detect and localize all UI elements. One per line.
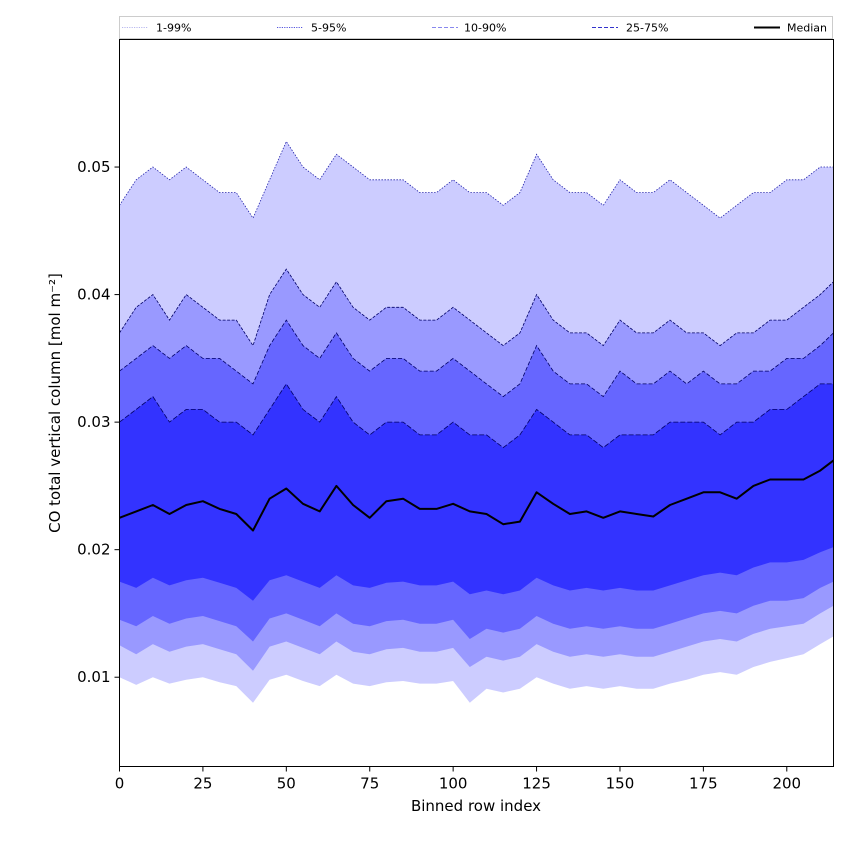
legend: 1-99% 5-95% 10-90% 25-75% Median bbox=[119, 16, 833, 39]
plot-frame bbox=[119, 39, 834, 767]
x-tick-label: 175 bbox=[689, 775, 718, 793]
x-tick-label: 50 bbox=[277, 775, 296, 793]
x-axis-ticks: 0 25 50 75 100 125 150 175 200 bbox=[115, 766, 801, 793]
line-p95 bbox=[119, 268, 834, 347]
y-tick-label: 0.03 bbox=[77, 413, 110, 431]
x-tick-label: 125 bbox=[522, 775, 551, 793]
legend-label: 5-95% bbox=[311, 22, 346, 35]
y-axis-label: CO total vertical column [mol m⁻²] bbox=[46, 273, 64, 533]
line-p99 bbox=[119, 140, 834, 219]
percentile-bands bbox=[119, 141, 834, 703]
x-tick-label: 150 bbox=[606, 775, 635, 793]
legend-label: Median bbox=[787, 22, 827, 35]
legend-frame bbox=[119, 16, 833, 39]
legend-label: 1-99% bbox=[156, 22, 191, 35]
x-tick-label: 75 bbox=[360, 775, 379, 793]
band-25-75 bbox=[119, 383, 834, 601]
x-tick-label: 200 bbox=[772, 775, 801, 793]
median-layer bbox=[119, 459, 835, 532]
x-tick-label: 0 bbox=[115, 775, 125, 793]
legend-label: 10-90% bbox=[464, 22, 506, 35]
line-p90 bbox=[119, 319, 834, 398]
y-axis-ticks: 0.01 0.02 0.03 0.04 0.05 bbox=[77, 158, 120, 686]
y-tick-label: 0.05 bbox=[77, 158, 110, 176]
y-tick-label: 0.04 bbox=[77, 286, 110, 304]
legend-label: 25-75% bbox=[626, 22, 668, 35]
percentile-boundary-lines bbox=[119, 140, 834, 449]
x-axis-label: Binned row index bbox=[411, 797, 541, 815]
y-tick-label: 0.02 bbox=[77, 541, 110, 559]
line-p75 bbox=[119, 383, 834, 449]
y-tick-label: 0.01 bbox=[77, 668, 110, 686]
x-tick-label: 100 bbox=[439, 775, 468, 793]
x-tick-label: 25 bbox=[193, 775, 212, 793]
median-line bbox=[119, 459, 835, 532]
